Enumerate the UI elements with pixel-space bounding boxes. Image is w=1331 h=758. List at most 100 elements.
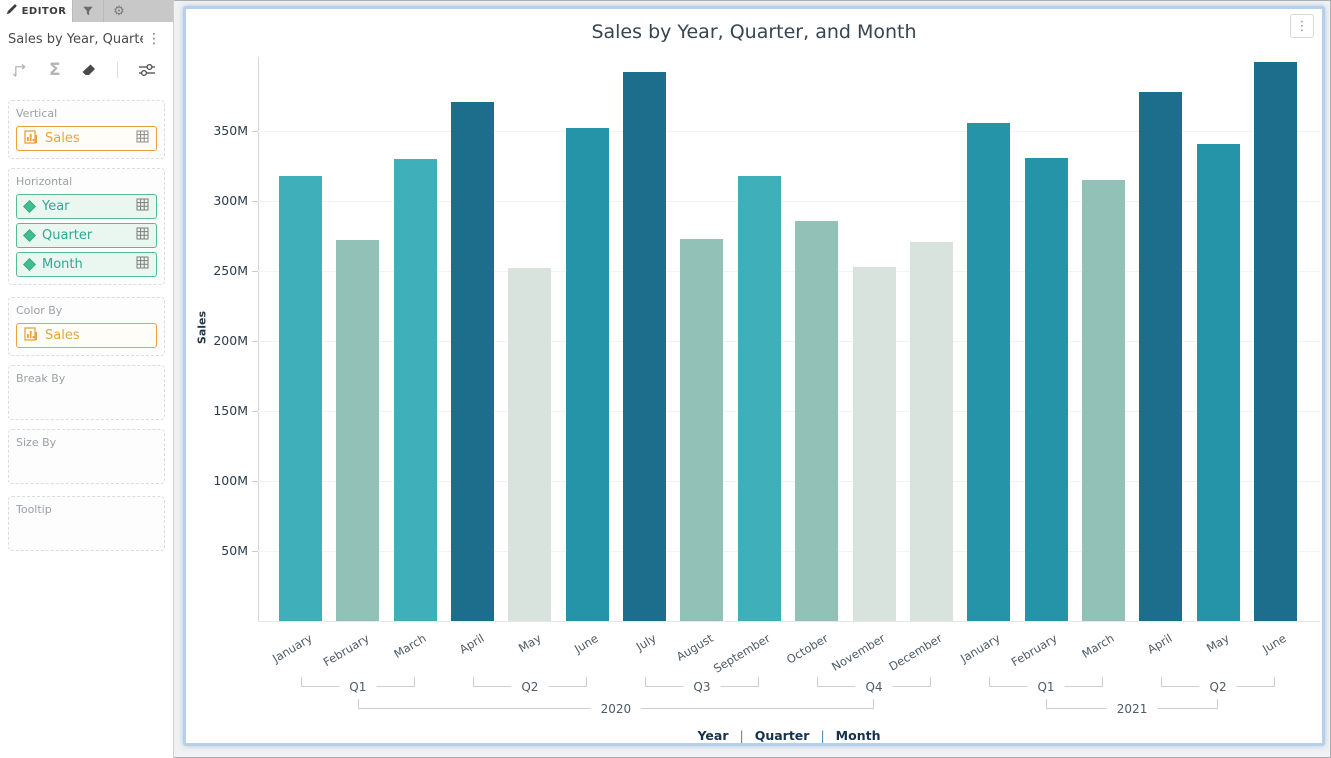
- sidebar-tabbar: EDITOR ⚙: [0, 0, 173, 22]
- legend-item-quarter[interactable]: Quarter: [754, 728, 810, 743]
- field-pill-sales-color[interactable]: Sales: [16, 323, 157, 348]
- bar[interactable]: [336, 240, 380, 621]
- chart-widget: ⋮ Sales by Year, Quarter, and Month Sale…: [183, 6, 1325, 746]
- legend-separator: |: [739, 728, 744, 743]
- bar[interactable]: [1196, 143, 1240, 621]
- panel-tooltip[interactable]: Tooltip: [8, 496, 165, 551]
- swap-axes-icon[interactable]: [12, 63, 29, 78]
- field-pill-label: Year: [42, 199, 70, 214]
- bar[interactable]: [565, 128, 609, 621]
- legend-item-year[interactable]: Year: [697, 728, 729, 743]
- panel-break-by-label: Break By: [16, 372, 66, 385]
- bar[interactable]: [451, 101, 495, 621]
- y-tick-label: 250M: [213, 263, 248, 278]
- bar[interactable]: [279, 175, 322, 621]
- year-bracket: 2021: [1046, 699, 1219, 716]
- quarter-bracket: Q4: [816, 677, 932, 694]
- tab-settings[interactable]: ⚙: [103, 0, 134, 22]
- widget-toolbar: Σ: [0, 52, 173, 90]
- bar[interactable]: [1081, 180, 1125, 621]
- editor-sidebar: EDITOR ⚙ Sales by Year, Quarter... ⋮ Σ: [0, 0, 174, 758]
- bar[interactable]: [909, 241, 953, 621]
- quarter-label: Q1: [1027, 680, 1065, 694]
- panel-vertical: Vertical Sales: [8, 100, 165, 159]
- bar[interactable]: [737, 175, 781, 621]
- widget-title-row: Sales by Year, Quarter... ⋮: [0, 22, 173, 52]
- bar[interactable]: [623, 72, 667, 621]
- pencil-icon: [6, 4, 17, 18]
- bar[interactable]: [1024, 157, 1068, 621]
- gear-icon: ⚙: [113, 3, 125, 19]
- panel-size-by-label: Size By: [16, 436, 57, 449]
- y-tick-label: 150M: [213, 403, 248, 418]
- panel-horizontal-label: Horizontal: [16, 175, 73, 188]
- panel-vertical-label: Vertical: [16, 107, 58, 120]
- quarter-label: Q4: [855, 680, 893, 694]
- tab-filters[interactable]: [72, 0, 103, 22]
- quarter-label: Q1: [339, 680, 377, 694]
- field-pill-label: Sales: [45, 131, 80, 146]
- gridline: [258, 271, 1320, 272]
- bar[interactable]: [680, 238, 724, 621]
- filter-options-icon[interactable]: [138, 63, 156, 77]
- widget-menu-kebab-icon[interactable]: ⋮: [147, 31, 161, 47]
- y-tick-label: 200M: [213, 333, 248, 348]
- gridline: [258, 551, 1320, 552]
- legend-separator: |: [820, 728, 825, 743]
- panel-color-by: Color By Sales: [8, 297, 165, 356]
- panel-break-by[interactable]: Break By: [8, 365, 165, 420]
- grid-table-icon[interactable]: [136, 256, 149, 273]
- field-pill-month[interactable]: Month: [16, 252, 157, 277]
- panel-tooltip-label: Tooltip: [16, 503, 52, 516]
- bar[interactable]: [508, 268, 552, 621]
- field-pill-label: Month: [42, 257, 83, 272]
- bar[interactable]: [852, 266, 896, 621]
- y-tick-mark: [252, 551, 258, 552]
- legend-item-month[interactable]: Month: [835, 728, 881, 743]
- year-label: 2020: [590, 702, 642, 716]
- y-tick-label: 350M: [213, 123, 248, 138]
- bar[interactable]: [393, 159, 437, 621]
- year-label: 2021: [1106, 702, 1158, 716]
- y-tick-label: 300M: [213, 193, 248, 208]
- funnel-icon: [82, 2, 94, 21]
- y-tick-label: 100M: [213, 473, 248, 488]
- toolbar-divider: [116, 62, 118, 78]
- quarter-bracket: Q2: [472, 677, 588, 694]
- gridline: [258, 131, 1320, 132]
- sigma-icon[interactable]: Σ: [49, 60, 61, 80]
- gridline: [258, 481, 1320, 482]
- field-pill-quarter[interactable]: Quarter: [16, 223, 157, 248]
- y-tick-mark: [252, 271, 258, 272]
- dimension-diamond-icon: [23, 229, 36, 242]
- year-bracket: 2020: [357, 699, 874, 716]
- drill-legend: Year | Quarter | Month: [258, 728, 1320, 743]
- field-pill-label: Quarter: [42, 228, 93, 243]
- tab-editor-label: EDITOR: [21, 5, 67, 17]
- gridline: [258, 341, 1320, 342]
- bar[interactable]: [795, 220, 839, 621]
- bar[interactable]: [967, 122, 1011, 621]
- y-tick-mark: [252, 201, 258, 202]
- field-pill-year[interactable]: Year: [16, 194, 157, 219]
- y-tick-mark: [252, 411, 258, 412]
- y-tick-mark: [252, 481, 258, 482]
- y-tick-label: 50M: [221, 543, 248, 558]
- bar[interactable]: [1253, 62, 1297, 621]
- x-axis-line: [258, 621, 1320, 622]
- eraser-icon[interactable]: [81, 63, 97, 77]
- field-pill-sales-vertical[interactable]: Sales: [16, 126, 157, 151]
- dimension-diamond-icon: [23, 200, 36, 213]
- tab-editor[interactable]: EDITOR: [0, 0, 72, 22]
- panel-horizontal: Horizontal Year Quarter Month: [8, 168, 165, 285]
- grid-table-icon[interactable]: [136, 227, 149, 244]
- grid-table-icon[interactable]: [136, 198, 149, 215]
- grid-table-icon[interactable]: [136, 130, 149, 147]
- panel-size-by[interactable]: Size By: [8, 429, 165, 484]
- chart-menu-kebab-icon[interactable]: ⋮: [1290, 14, 1314, 38]
- y-tick-mark: [252, 341, 258, 342]
- chart-title: Sales by Year, Quarter, and Month: [591, 21, 917, 43]
- bar[interactable]: [1139, 91, 1183, 621]
- quarter-label: Q2: [1199, 680, 1237, 694]
